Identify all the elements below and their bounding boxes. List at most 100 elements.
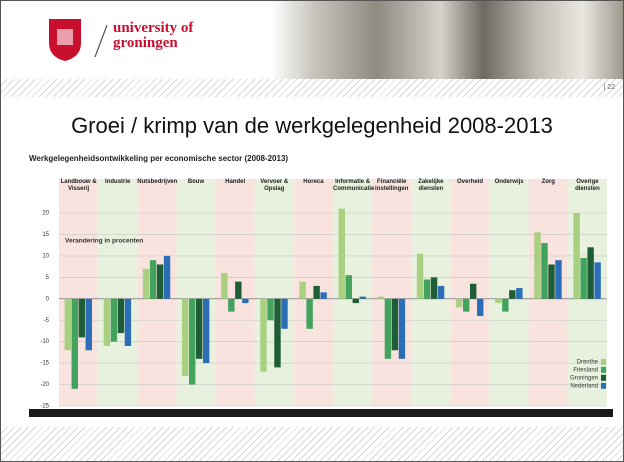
y-tick-label: 0: [46, 296, 50, 302]
bar: [502, 299, 508, 312]
bar: [346, 275, 352, 299]
bar: [274, 299, 280, 368]
slide-number: | 22: [603, 84, 615, 91]
logo-shield: [45, 15, 85, 63]
x-tick-label: Nutsbedrijven: [137, 179, 176, 186]
y-tick-label: -20: [40, 382, 49, 388]
bar: [118, 299, 124, 333]
bar: [281, 299, 287, 329]
bar: [392, 299, 398, 350]
bar: [438, 286, 444, 299]
bar: [86, 299, 92, 350]
bar: [339, 209, 345, 299]
bar: [580, 258, 586, 299]
legend-swatch: [601, 359, 606, 365]
y-tick-label: -25: [40, 404, 49, 410]
x-tick-label: Zorg: [529, 179, 568, 186]
bar: [399, 299, 405, 359]
bar: [534, 232, 540, 298]
bar: [79, 299, 85, 338]
x-tick-label: Vervoer & Opslag: [255, 179, 294, 193]
legend-swatch: [601, 383, 606, 389]
y-tick-label: 15: [42, 232, 49, 238]
hatch-band: [1, 427, 623, 462]
y-tick-label: -15: [40, 361, 49, 367]
bar: [509, 290, 515, 299]
annotation: Verandering in procenten: [65, 238, 143, 245]
bar: [189, 299, 195, 385]
bar: [516, 288, 522, 299]
bar: [456, 299, 462, 308]
bar: [378, 297, 384, 299]
y-tick-label: 5: [46, 275, 50, 281]
logo-line: university of: [113, 21, 193, 36]
x-tick-label: Overige diensten: [568, 179, 607, 193]
y-tick-label: 10: [42, 253, 49, 259]
bar: [150, 260, 156, 299]
bar: [573, 213, 579, 299]
legend-swatch: [601, 367, 606, 373]
chart: Werkgelegenheidsontwikkeling per economi…: [29, 151, 613, 423]
y-tick-label: 20: [42, 211, 49, 217]
bar: [470, 284, 476, 299]
slide-title: Groei / krimp van de werkgelegenheid 200…: [1, 113, 623, 139]
header-photo: [271, 1, 624, 79]
bar: [228, 299, 234, 312]
x-tick-label: Informatie & Communicatie: [333, 179, 372, 193]
legend-label: Groningen: [570, 375, 598, 381]
bar: [72, 299, 78, 389]
bar: [360, 297, 366, 299]
hatch-band: [1, 79, 623, 97]
y-tick-label: -10: [40, 339, 49, 345]
bar: [477, 299, 483, 316]
legend-label: Nederland: [570, 383, 598, 389]
bar: [235, 282, 241, 299]
x-tick-label: Overheid: [450, 179, 489, 186]
bar: [104, 299, 110, 346]
bar: [203, 299, 209, 363]
bar: [594, 262, 600, 298]
bar: [65, 299, 71, 350]
x-tick-label: Industrie: [98, 179, 137, 186]
bar: [431, 277, 437, 298]
bar: [111, 299, 117, 342]
bar: [221, 273, 227, 299]
bar: [125, 299, 131, 346]
x-tick-label: Zakelijke diensten: [411, 179, 450, 193]
y-tick-label: -5: [44, 318, 50, 324]
bar: [463, 299, 469, 312]
bar: [182, 299, 188, 376]
bar: [299, 282, 305, 299]
bar: [196, 299, 202, 359]
x-tick-label: Handel: [216, 179, 255, 186]
bar: [353, 299, 359, 303]
bar: [143, 269, 149, 299]
bar: [587, 247, 593, 298]
slide: university of groningen | 22 Groei / kri…: [0, 0, 624, 462]
bar: [306, 299, 312, 329]
bar: [313, 286, 319, 299]
bar: [157, 264, 163, 298]
bar: [260, 299, 266, 372]
bar: [320, 292, 326, 298]
chart-title: Werkgelegenheidsontwikkeling per economi…: [29, 154, 288, 163]
bar: [495, 299, 501, 303]
bar: [242, 299, 248, 303]
footer-bar: [29, 409, 613, 417]
x-tick-label: Financiële instellingen: [372, 179, 411, 193]
bar: [385, 299, 391, 359]
bar: [424, 279, 430, 298]
x-tick-label: Landbouw & Visserij: [59, 179, 98, 193]
logo-text: university of groningen: [113, 21, 193, 51]
legend-label: Friesland: [573, 367, 598, 373]
bar: [541, 243, 547, 299]
legend-label: Drenthe: [577, 359, 599, 365]
x-tick-label: Bouw: [176, 179, 215, 186]
legend-swatch: [601, 375, 606, 381]
bar: [548, 264, 554, 298]
bar: [417, 254, 423, 299]
bar: [164, 256, 170, 299]
x-tick-label: Horeca: [294, 179, 333, 186]
logo-line: groningen: [113, 36, 193, 51]
bar: [267, 299, 273, 320]
